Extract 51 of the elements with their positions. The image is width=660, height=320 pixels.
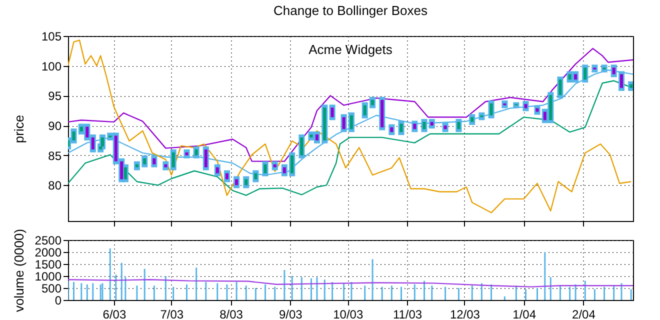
x-tick-label: 8/03 <box>220 308 244 320</box>
y-tick-label: 1500 <box>34 258 62 272</box>
line-series <box>68 40 632 214</box>
y-tick-label: 0 <box>54 294 62 308</box>
candlestick <box>456 118 462 132</box>
candlestick <box>193 146 200 158</box>
candlestick <box>488 100 494 118</box>
candlestick <box>298 134 305 158</box>
x-tick-label: 12/03 <box>450 308 480 320</box>
candlestick <box>234 176 240 188</box>
candlestick <box>151 155 158 168</box>
y-tick-label: 1000 <box>34 270 62 284</box>
y-axis-title: volume (0000) <box>12 228 26 312</box>
y-tick-label: 100 <box>41 59 62 74</box>
candlestick <box>170 149 176 170</box>
x-tick-label: 6/03 <box>102 308 126 320</box>
candlestick <box>442 122 448 132</box>
candlestick <box>428 118 435 128</box>
candlestick <box>184 149 190 158</box>
candlestick <box>522 101 529 112</box>
y-axis-title: price <box>12 114 26 144</box>
candlestick <box>398 120 404 136</box>
x-tick-label: 9/03 <box>278 308 303 320</box>
y-tick-label: 80 <box>48 178 62 193</box>
candlestick <box>412 120 418 132</box>
annotation: Acme Widgets <box>308 42 393 57</box>
candlestick <box>557 76 564 98</box>
candlestick <box>162 161 169 170</box>
y-tick-label: 105 <box>41 30 62 44</box>
candlestick <box>469 114 476 125</box>
y-tick-label: 500 <box>41 282 62 296</box>
x-tick-label: 7/03 <box>160 308 184 320</box>
candlestick <box>379 96 386 130</box>
candlestick <box>388 124 395 136</box>
y-tick-label: 2000 <box>34 246 62 260</box>
y-tick-label: 85 <box>48 148 62 163</box>
y-tick-label: 95 <box>48 89 62 104</box>
y-tick-label: 2500 <box>34 234 62 248</box>
candlestick <box>224 170 230 182</box>
chart-title: Change to Bollinger Boxes <box>274 3 428 18</box>
y-tick-label: 90 <box>48 119 62 134</box>
line-series <box>68 279 633 288</box>
candlestick <box>329 104 336 120</box>
x-tick-label: 2/04 <box>572 308 596 320</box>
x-tick-label: 11/03 <box>392 308 422 320</box>
x-tick-label: 1/04 <box>512 308 536 320</box>
candlestick <box>534 105 540 115</box>
candlestick <box>243 176 250 188</box>
x-tick-label: 10/03 <box>333 308 364 320</box>
candlestick <box>421 118 428 132</box>
candlestick <box>214 164 220 176</box>
